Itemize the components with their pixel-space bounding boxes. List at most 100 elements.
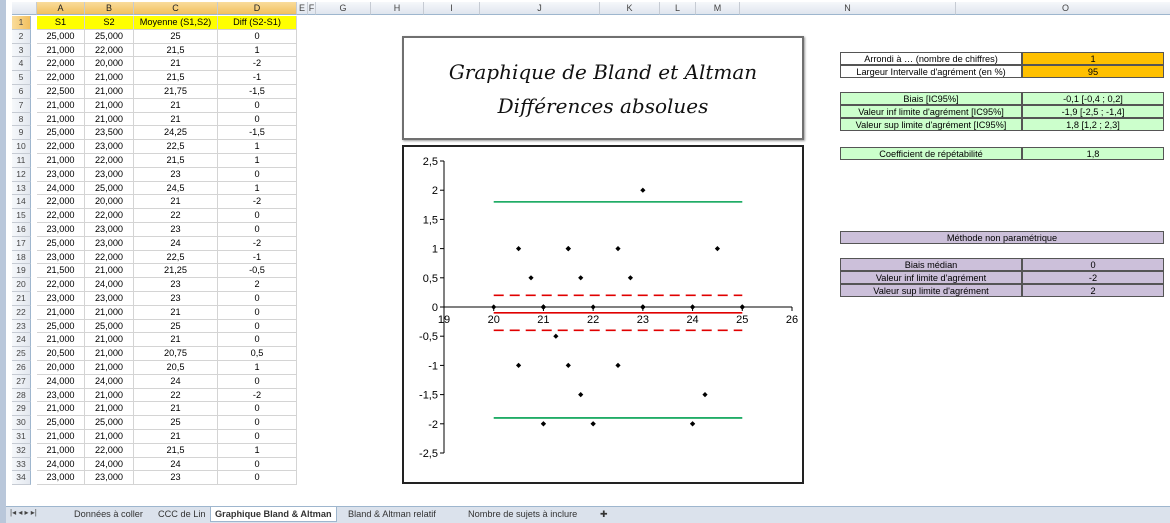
table-cell[interactable]: 21,000 (85, 333, 134, 348)
table-cell[interactable]: 21,5 (134, 71, 218, 85)
table-cell[interactable]: 25,000 (37, 29, 85, 44)
table-cell[interactable]: 21,000 (37, 402, 85, 417)
table-cell[interactable]: 1 (218, 443, 297, 458)
param-largeur-label[interactable]: Largeur Intervalle d'agrément (en %) (840, 65, 1022, 78)
table-cell[interactable]: 21,000 (85, 264, 134, 279)
sheet-tab[interactable]: CCC de Lin (158, 509, 206, 519)
table-cell[interactable]: 24,5 (134, 181, 218, 196)
table-cell[interactable]: 23,500 (85, 126, 134, 141)
row-header[interactable]: 33 (12, 457, 31, 472)
table-cell[interactable]: 21,000 (37, 112, 85, 127)
column-header-o[interactable]: O (956, 2, 1170, 15)
table-cell[interactable]: 21,000 (85, 112, 134, 127)
row-header[interactable]: 30 (12, 416, 31, 430)
row-header[interactable]: 10 (12, 140, 31, 154)
row-header[interactable]: 27 (12, 374, 31, 389)
column-header-h[interactable]: H (371, 2, 424, 15)
row-header[interactable]: 14 (12, 195, 31, 210)
table-cell[interactable]: 21,000 (85, 305, 134, 320)
table-cell[interactable]: 22,000 (37, 57, 85, 72)
row-header[interactable]: 18 (12, 250, 31, 265)
nonparam-inf-label[interactable]: Valeur inf limite d'agrément (840, 271, 1022, 284)
table-cell[interactable]: 23,000 (85, 167, 134, 182)
table-cell[interactable]: 23,000 (85, 471, 134, 486)
table-cell[interactable]: 2 (218, 278, 297, 292)
row-header[interactable]: 23 (12, 319, 31, 334)
table-cell[interactable]: 21,25 (134, 264, 218, 279)
table-cell[interactable]: 21 (134, 112, 218, 127)
table-cell[interactable]: 0 (218, 416, 297, 430)
row-header[interactable]: 31 (12, 430, 31, 444)
table-cell[interactable]: 23,000 (37, 250, 85, 265)
column-header-j[interactable]: J (480, 2, 600, 15)
table-header-cell[interactable]: S1 (37, 16, 85, 30)
table-cell[interactable]: 25,000 (37, 319, 85, 334)
column-header-k[interactable]: K (600, 2, 660, 15)
table-cell[interactable]: 23,000 (85, 236, 134, 251)
column-header-c[interactable]: C (134, 2, 218, 15)
table-header-cell[interactable]: Moyenne (S1,S2) (134, 16, 218, 30)
table-cell[interactable]: 22,000 (85, 209, 134, 223)
table-cell[interactable]: 21 (134, 305, 218, 320)
column-header-b[interactable]: B (85, 2, 134, 15)
table-cell[interactable]: 21,000 (85, 388, 134, 403)
row-header[interactable]: 19 (12, 264, 31, 279)
table-cell[interactable]: 22,5 (134, 140, 218, 154)
table-cell[interactable]: 22 (134, 388, 218, 403)
table-cell[interactable]: -2 (218, 57, 297, 72)
table-cell[interactable]: 21 (134, 402, 218, 417)
chart-area[interactable]: 2,5 2 1,5 1 0,5 0 -0,5 -1 -1,5 -2 -2,5 19 20 21 22 23 24… (402, 145, 804, 484)
table-cell[interactable]: 1 (218, 181, 297, 196)
table-cell[interactable]: 25 (134, 29, 218, 44)
table-cell[interactable]: 22,000 (37, 278, 85, 292)
table-cell[interactable]: 25,000 (37, 236, 85, 251)
table-cell[interactable]: 1 (218, 43, 297, 58)
table-cell[interactable]: 21 (134, 195, 218, 210)
column-header-m[interactable]: M (696, 2, 740, 15)
stat-inf-value[interactable]: -1,9 [-2,5 ; -1,4] (1022, 105, 1164, 118)
table-cell[interactable]: 21 (134, 333, 218, 348)
param-largeur-value[interactable]: 95 (1022, 65, 1164, 78)
column-header-a[interactable]: A (37, 2, 85, 15)
nonparam-title[interactable]: Méthode non paramétrique (840, 231, 1164, 244)
table-cell[interactable]: 20,500 (37, 347, 85, 361)
table-cell[interactable]: 21,000 (37, 305, 85, 320)
stat-inf-label[interactable]: Valeur inf limite d'agrément [IC95%] (840, 105, 1022, 118)
table-cell[interactable]: 0 (218, 209, 297, 223)
table-cell[interactable]: 23,000 (37, 292, 85, 306)
table-cell[interactable]: 22,500 (37, 85, 85, 99)
row-header[interactable]: 7 (12, 98, 31, 113)
row-header[interactable]: 32 (12, 443, 31, 458)
row-header[interactable]: 5 (12, 71, 31, 85)
row-header[interactable]: 1 (12, 16, 31, 30)
nonparam-sup-label[interactable]: Valeur sup limite d'agrément (840, 284, 1022, 297)
tab-nav-first[interactable]: |◂ ◂ ▸ ▸| (10, 508, 37, 517)
row-header[interactable]: 22 (12, 305, 31, 320)
table-cell[interactable]: 21,000 (37, 443, 85, 458)
table-cell[interactable]: 0 (218, 457, 297, 472)
sheet-tab[interactable]: Données à coller (74, 509, 143, 519)
nonparam-median-label[interactable]: Biais médian (840, 258, 1022, 271)
table-cell[interactable]: 21,000 (37, 43, 85, 58)
table-cell[interactable]: 21,5 (134, 154, 218, 168)
table-cell[interactable]: 0 (218, 167, 297, 182)
table-cell[interactable]: 23,000 (37, 471, 85, 486)
table-cell[interactable]: 22,000 (85, 443, 134, 458)
table-cell[interactable]: 20,75 (134, 347, 218, 361)
table-cell[interactable]: 24,000 (37, 181, 85, 196)
row-header[interactable]: 11 (12, 154, 31, 168)
table-cell[interactable]: 22,000 (85, 154, 134, 168)
table-cell[interactable]: 24,000 (85, 457, 134, 472)
table-cell[interactable]: -1 (218, 71, 297, 85)
table-cell[interactable]: 21,000 (85, 71, 134, 85)
row-header[interactable]: 21 (12, 292, 31, 306)
row-header[interactable]: 9 (12, 126, 31, 141)
row-header[interactable]: 3 (12, 43, 31, 58)
table-cell[interactable]: 21,000 (85, 98, 134, 113)
stat-sup-label[interactable]: Valeur sup limite d'agrément [IC95%] (840, 118, 1022, 131)
table-cell[interactable]: 21,000 (37, 154, 85, 168)
table-cell[interactable]: -1,5 (218, 126, 297, 141)
table-cell[interactable]: 25,000 (85, 319, 134, 334)
column-header-l[interactable]: L (660, 2, 696, 15)
table-cell[interactable]: 20,000 (37, 361, 85, 375)
